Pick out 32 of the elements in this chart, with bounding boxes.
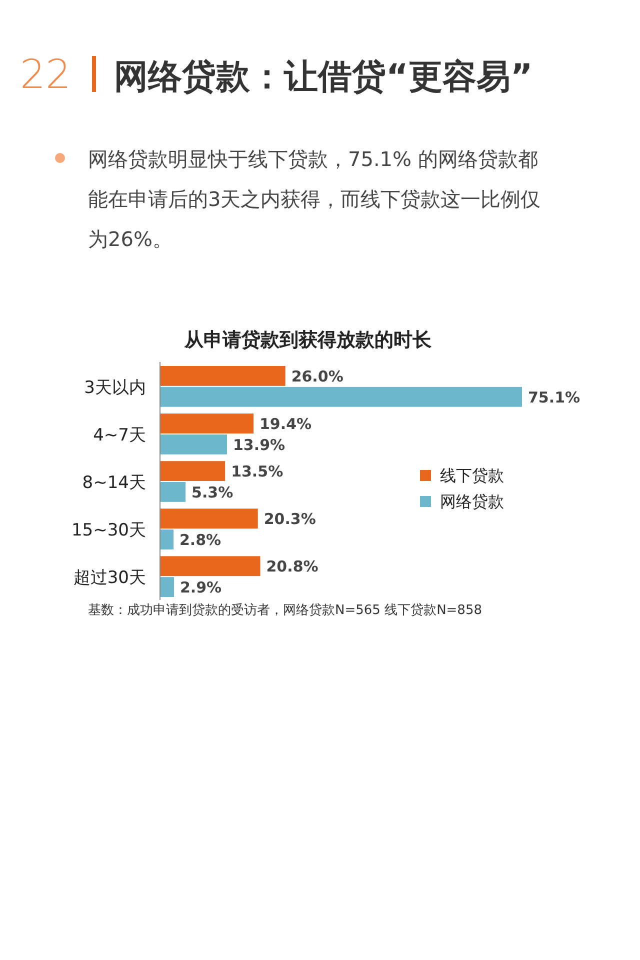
data-label: 20.8% [266,558,318,576]
data-label: 26.0% [291,367,344,386]
bar [160,414,254,434]
data-label: 19.4% [260,415,312,433]
y-tick-label: 4~7天 [93,425,146,446]
chart-subtitle: 网络贷款明显快于线下贷款，75.1% 的网络贷款都能在申请后的3天之内获得，而线下贷款这一比例仅为26%。 [88,147,541,251]
text: 22 [20,52,71,98]
bar [160,461,226,481]
bar [160,482,186,502]
text: 从申请贷款到获得放款的时长 [184,329,432,351]
legend-label: 线下贷款 [440,466,504,485]
y-tick-label: 3天以内 [84,378,146,398]
data-label: 13.9% [233,436,286,454]
bar [160,577,174,597]
y-tick-label: 8~14天 [82,473,146,493]
data-label: 2.9% [180,578,222,597]
chart-title: 网络贷款：让借贷“更容易” [114,57,533,97]
legend-label: 网络贷款 [440,492,504,511]
y-tick-label: 超过30天 [73,568,146,588]
bar [160,530,174,550]
data-label: 2.8% [179,531,222,549]
bar [160,556,260,576]
data-label: 75.1% [528,388,580,406]
text: 基数：成功申请到贷款的受访者，网络贷款N=565 线下贷款N=858 [88,602,482,618]
bar [160,434,227,454]
bar [160,508,258,529]
y-tick-label: 15~30天 [71,520,146,541]
bar [160,366,286,386]
data-label: 13.5% [231,462,284,481]
bar [160,386,522,407]
data-label: 20.3% [264,510,316,528]
data-label: 5.3% [192,483,234,502]
